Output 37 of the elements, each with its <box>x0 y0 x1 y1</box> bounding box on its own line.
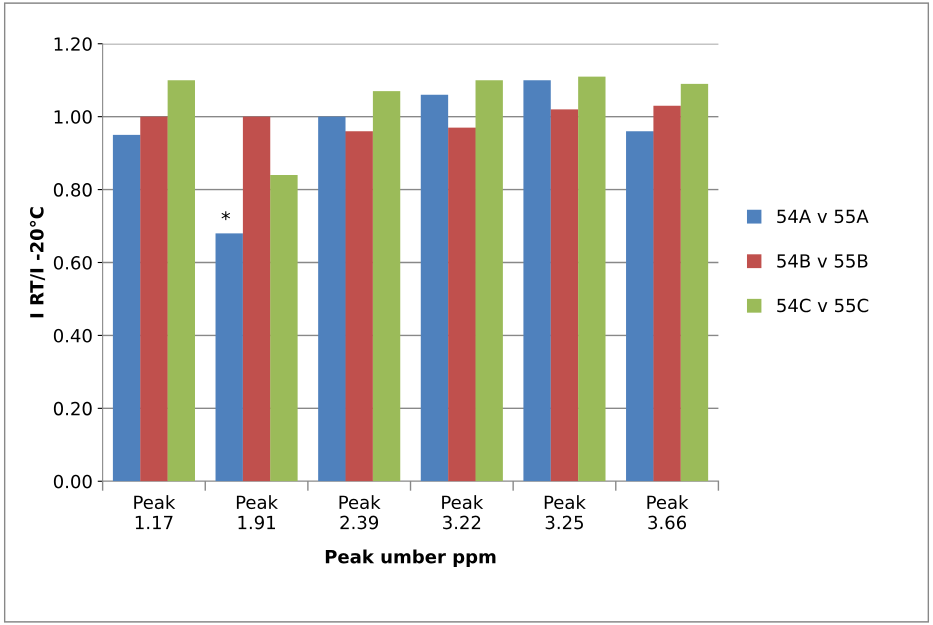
bar <box>523 80 551 482</box>
bar <box>420 94 448 482</box>
bar <box>653 106 681 482</box>
x-axis-title: Peak umber ppm <box>326 550 496 567</box>
bar <box>680 84 708 482</box>
y-tick-label: 0.60 <box>54 256 92 270</box>
legend-label: 54C v 55C <box>777 298 868 312</box>
bar <box>626 131 654 482</box>
bar <box>216 233 243 482</box>
bar <box>270 175 298 482</box>
y-tick-label: 0.20 <box>54 402 92 416</box>
x-tick-label: Peak 3.66 <box>647 495 688 530</box>
bar <box>346 131 373 482</box>
bar <box>476 80 503 482</box>
y-tick-label: 0.80 <box>54 183 92 197</box>
annotation: * <box>222 211 230 220</box>
bar <box>578 76 606 482</box>
y-tick-label: 1.00 <box>54 110 92 124</box>
bar <box>168 80 195 482</box>
bar <box>550 109 578 482</box>
bar <box>112 134 140 482</box>
x-tick-label: Peak 2.39 <box>340 495 381 530</box>
legend-label: 54A v 55A <box>777 210 869 224</box>
y-tick-label: 0.40 <box>54 328 92 343</box>
bar <box>372 91 400 482</box>
x-tick-label: Peak 3.22 <box>442 495 484 530</box>
bar <box>242 116 270 482</box>
bar <box>318 116 346 482</box>
legend-label: 54B v 55B <box>777 254 868 268</box>
x-tick-label: Peak 1.17 <box>134 495 176 530</box>
x-tick-label: Peak 3.25 <box>544 495 586 530</box>
y-axis-title: I RT/I -20°C <box>30 207 46 318</box>
y-tick-label: 1.20 <box>54 37 92 51</box>
y-tick-label: 0.00 <box>54 474 92 488</box>
bar <box>140 116 168 482</box>
x-tick-label: Peak 1.91 <box>236 495 278 530</box>
bar <box>448 128 476 482</box>
